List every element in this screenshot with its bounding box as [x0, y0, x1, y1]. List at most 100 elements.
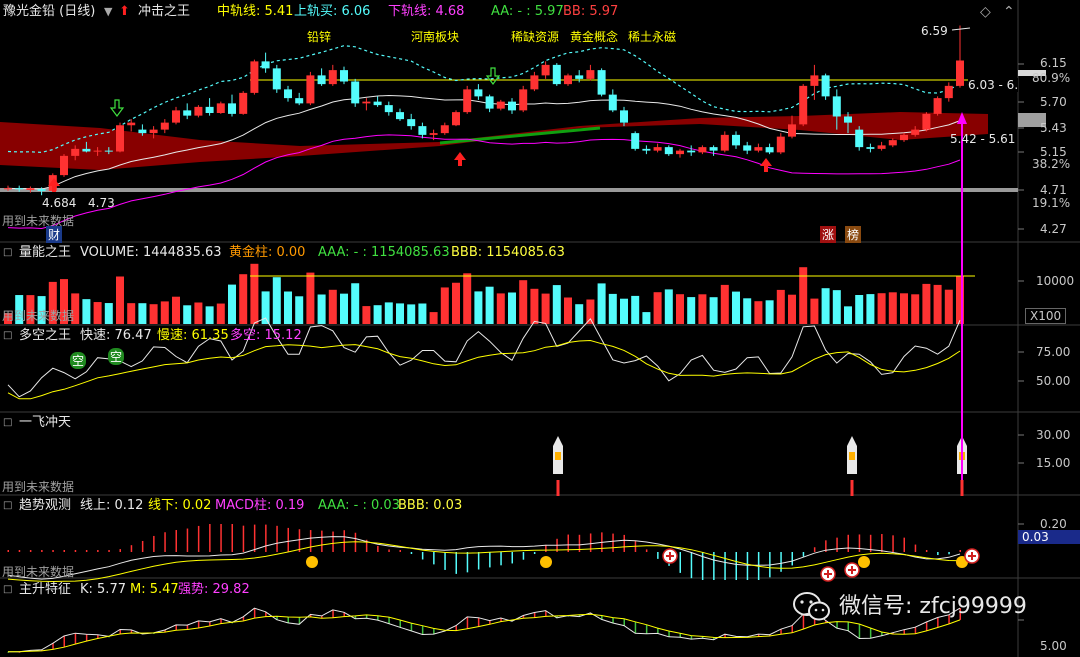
candle[interactable]: [71, 148, 80, 156]
volume-bar[interactable]: [664, 289, 673, 324]
volume-bar[interactable]: [295, 296, 304, 324]
limit-up-badge[interactable]: 涨: [820, 226, 837, 243]
volume-bar[interactable]: [284, 291, 292, 325]
candle[interactable]: [732, 134, 740, 146]
volume-bar[interactable]: [463, 273, 472, 324]
candle[interactable]: [172, 110, 180, 123]
candle[interactable]: [328, 70, 337, 85]
volume-bar[interactable]: [272, 277, 281, 324]
ranking-badge[interactable]: 榜: [845, 226, 862, 243]
candle[interactable]: [799, 85, 808, 125]
volume-bar[interactable]: [4, 313, 12, 324]
volume-bar[interactable]: [519, 280, 528, 324]
candle[interactable]: [754, 147, 763, 151]
volume-bar[interactable]: [608, 293, 617, 324]
candle[interactable]: [104, 150, 113, 152]
volume-bar[interactable]: [597, 283, 606, 324]
candle[interactable]: [720, 134, 729, 151]
candle[interactable]: [340, 70, 348, 82]
candle[interactable]: [911, 129, 920, 135]
volume-bar[interactable]: [776, 289, 785, 324]
volume-bar[interactable]: [82, 299, 91, 324]
candle[interactable]: [821, 75, 830, 97]
volume-bar[interactable]: [216, 303, 225, 324]
indicator-name[interactable]: 冲击之王: [138, 4, 191, 19]
volume-bar[interactable]: [900, 293, 908, 324]
volume-bar[interactable]: [956, 276, 964, 324]
volume-bar[interactable]: [552, 285, 561, 324]
candle[interactable]: [844, 116, 852, 123]
volume-bar[interactable]: [429, 312, 438, 324]
finance-badge[interactable]: 财: [46, 226, 63, 243]
volume-bar[interactable]: [71, 293, 80, 324]
candle[interactable]: [586, 70, 595, 79]
candle[interactable]: [956, 60, 964, 86]
volume-panel-name[interactable]: 量能之王: [19, 245, 72, 260]
volume-bar[interactable]: [261, 291, 270, 324]
candle[interactable]: [418, 126, 427, 135]
candle[interactable]: [205, 106, 214, 113]
candle[interactable]: [463, 89, 472, 113]
volume-bar[interactable]: [407, 304, 416, 324]
candle[interactable]: [216, 103, 225, 113]
concept-tag[interactable]: 稀缺资源: [511, 30, 560, 44]
candle[interactable]: [832, 96, 841, 117]
volume-bar[interactable]: [26, 295, 35, 324]
volume-bar[interactable]: [743, 298, 752, 324]
volume-bar[interactable]: [60, 279, 68, 324]
volume-bar[interactable]: [183, 305, 192, 324]
candle[interactable]: [93, 150, 102, 152]
concept-tag[interactable]: 黄金概念: [570, 30, 619, 44]
volume-bar[interactable]: [821, 288, 830, 324]
candle[interactable]: [776, 136, 785, 153]
candle[interactable]: [788, 124, 796, 137]
candle[interactable]: [508, 101, 516, 111]
volume-bar[interactable]: [15, 295, 24, 324]
volume-bar[interactable]: [788, 294, 796, 324]
diamond-icon[interactable]: ◇: [980, 4, 991, 20]
collapse-icon[interactable]: □: [3, 330, 13, 341]
candle[interactable]: [564, 75, 572, 85]
volume-bar[interactable]: [530, 288, 539, 324]
concept-tag[interactable]: 稀土永磁: [628, 30, 677, 44]
volume-bar[interactable]: [384, 302, 393, 324]
volume-bar[interactable]: [732, 291, 740, 324]
candle[interactable]: [944, 85, 953, 99]
volume-bar[interactable]: [396, 303, 404, 324]
volume-bar[interactable]: [452, 282, 460, 324]
volume-bar[interactable]: [340, 293, 348, 324]
volume-bar[interactable]: [687, 297, 696, 324]
candle[interactable]: [687, 150, 696, 153]
volume-bar[interactable]: [138, 303, 147, 324]
volume-bar[interactable]: [642, 312, 651, 324]
candle[interactable]: [933, 98, 942, 114]
candle[interactable]: [4, 188, 12, 190]
candle[interactable]: [698, 147, 707, 153]
volume-bar[interactable]: [676, 294, 684, 324]
volume-bar[interactable]: [93, 302, 102, 324]
volume-bar[interactable]: [698, 294, 707, 324]
candle[interactable]: [530, 75, 539, 90]
candle[interactable]: [653, 147, 662, 151]
candle[interactable]: [642, 148, 651, 151]
volume-bar[interactable]: [944, 289, 953, 324]
candle[interactable]: [765, 147, 774, 153]
volume-bar[interactable]: [620, 298, 628, 324]
candle[interactable]: [138, 129, 147, 134]
volume-bar[interactable]: [508, 292, 516, 325]
collapse-icon[interactable]: □: [3, 417, 13, 428]
volume-bar[interactable]: [440, 287, 449, 324]
candle[interactable]: [160, 122, 169, 130]
candle[interactable]: [317, 75, 326, 85]
candle[interactable]: [866, 147, 875, 149]
trend-panel-name[interactable]: 趋势观测: [19, 498, 72, 513]
zhusheng-panel-name[interactable]: 主升特征: [19, 582, 72, 597]
volume-bar[interactable]: [832, 290, 841, 324]
volume-bar[interactable]: [127, 303, 136, 324]
buy-arrow-icon[interactable]: [109, 99, 125, 117]
candle[interactable]: [676, 150, 684, 155]
volume-bar[interactable]: [37, 296, 46, 324]
volume-bar[interactable]: [911, 294, 920, 324]
candle[interactable]: [519, 89, 528, 111]
volume-bar[interactable]: [317, 294, 326, 325]
